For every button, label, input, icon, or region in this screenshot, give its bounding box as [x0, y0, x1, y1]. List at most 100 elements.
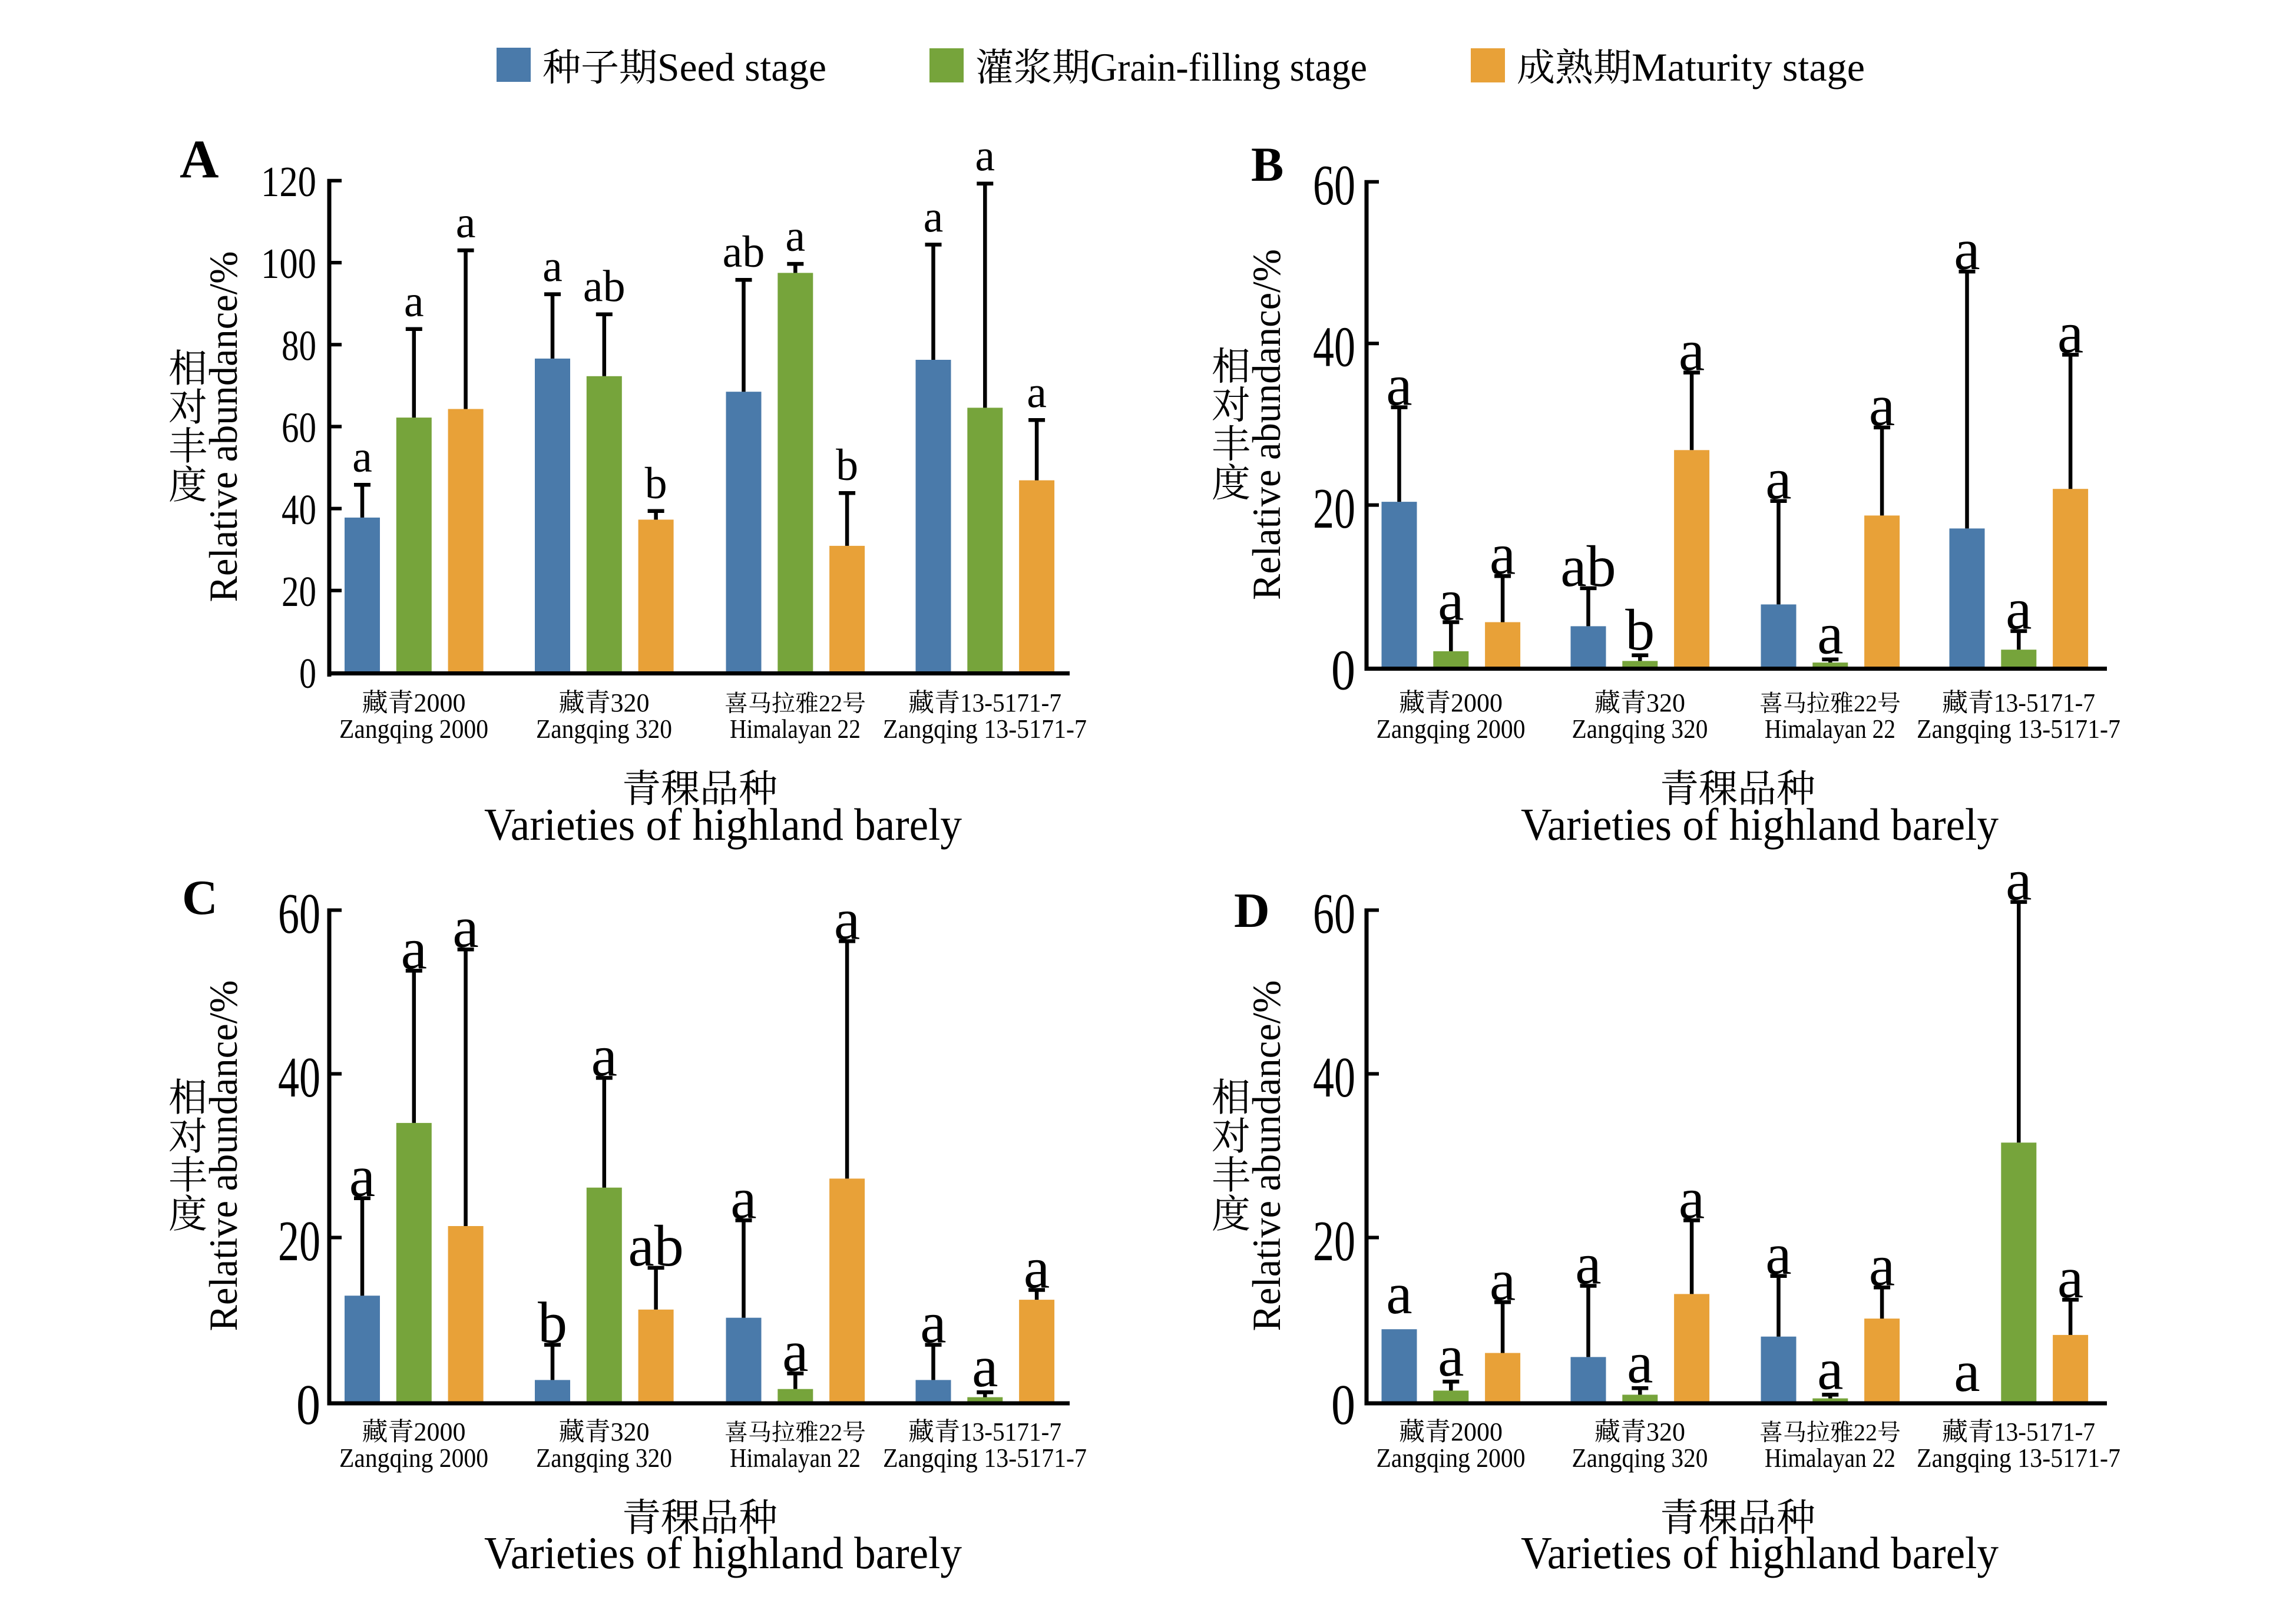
svg-text:40: 40	[282, 486, 316, 534]
svg-text:Zangqing 320: Zangqing 320	[1572, 714, 1708, 744]
svg-text:a: a	[452, 895, 478, 960]
svg-text:B: B	[1251, 137, 1283, 191]
svg-text:Zangqing 320: Zangqing 320	[536, 1443, 672, 1473]
svg-text:a: a	[352, 432, 372, 482]
svg-text:60: 60	[1313, 882, 1355, 946]
svg-text:a: a	[1575, 1231, 1601, 1297]
svg-text:a: a	[1817, 601, 1843, 667]
svg-text:a: a	[401, 916, 427, 981]
svg-text:22: 22	[1854, 690, 1877, 717]
svg-text:60: 60	[1313, 154, 1355, 217]
svg-text:Zangqing 2000: Zangqing 2000	[1377, 1443, 1526, 1473]
svg-text:Zangqing 2000: Zangqing 2000	[339, 714, 488, 744]
svg-text:2000: 2000	[1451, 688, 1503, 717]
svg-text:ab: ab	[723, 227, 765, 277]
svg-text:a: a	[1024, 1235, 1050, 1301]
svg-text:a: a	[404, 277, 424, 326]
svg-text:Maturity stage: Maturity stage	[1632, 45, 1865, 90]
svg-text:a: a	[785, 211, 805, 261]
svg-text:Relative abundance/%: Relative abundance/%	[1244, 249, 1289, 600]
svg-text:320: 320	[611, 688, 650, 717]
svg-text:Himalayan 22: Himalayan 22	[730, 1443, 861, 1473]
svg-text:a: a	[1386, 1261, 1412, 1326]
svg-text:13-5171-7: 13-5171-7	[1994, 1417, 2095, 1446]
svg-text:Himalayan 22: Himalayan 22	[1765, 714, 1895, 744]
svg-text:a: a	[1765, 1221, 1791, 1287]
svg-text:40: 40	[1313, 316, 1355, 379]
svg-text:Zangqing 320: Zangqing 320	[536, 714, 672, 744]
svg-text:Zangqing 13-5171-7: Zangqing 13-5171-7	[883, 1443, 1087, 1473]
svg-text:a: a	[456, 198, 476, 247]
svg-text:a: a	[730, 1165, 756, 1231]
svg-text:20: 20	[282, 568, 316, 615]
svg-text:a: a	[1679, 318, 1705, 383]
svg-text:a: a	[975, 131, 995, 181]
svg-text:320: 320	[611, 1417, 650, 1446]
svg-text:a: a	[1765, 446, 1791, 512]
svg-text:0: 0	[1331, 1373, 1355, 1437]
svg-text:Zangqing 13-5171-7: Zangqing 13-5171-7	[883, 714, 1087, 744]
svg-text:0: 0	[1331, 638, 1355, 702]
svg-text:Varieties of highland barely: Varieties of highland barely	[1521, 799, 1999, 850]
svg-text:a: a	[2057, 300, 2083, 365]
svg-text:a: a	[2006, 847, 2032, 913]
svg-text:ab: ab	[1560, 534, 1616, 599]
svg-text:A: A	[180, 129, 219, 189]
svg-text:13-5171-7: 13-5171-7	[1994, 688, 2095, 717]
svg-text:a: a	[1954, 217, 1980, 282]
svg-text:a: a	[349, 1144, 375, 1209]
svg-text:320: 320	[1646, 688, 1685, 717]
svg-text:a: a	[1627, 1330, 1653, 1395]
svg-text:Himalayan 22: Himalayan 22	[730, 714, 861, 744]
svg-text:a: a	[1490, 521, 1516, 587]
svg-text:a: a	[1869, 373, 1895, 438]
svg-text:a: a	[1438, 568, 1464, 633]
svg-text:a: a	[1869, 1233, 1895, 1298]
svg-text:a: a	[1490, 1247, 1516, 1313]
svg-text:22: 22	[819, 690, 842, 717]
svg-text:C: C	[182, 870, 218, 925]
svg-text:a: a	[591, 1023, 617, 1088]
svg-text:a: a	[1438, 1323, 1464, 1389]
svg-text:a: a	[1954, 1339, 1980, 1404]
svg-text:Himalayan 22: Himalayan 22	[1765, 1443, 1895, 1473]
svg-text:Zangqing 13-5171-7: Zangqing 13-5171-7	[1917, 1443, 2120, 1473]
svg-text:Grain-filling stage: Grain-filling stage	[1090, 45, 1367, 90]
svg-text:Relative abundance/%: Relative abundance/%	[1244, 980, 1289, 1331]
svg-text:b: b	[538, 1290, 567, 1356]
svg-text:60: 60	[278, 882, 320, 946]
svg-text:40: 40	[1313, 1046, 1355, 1109]
svg-text:a: a	[782, 1319, 808, 1384]
svg-text:b: b	[1625, 597, 1655, 662]
svg-text:Relative abundance/%: Relative abundance/%	[201, 980, 246, 1331]
svg-text:13-5171-7: 13-5171-7	[960, 688, 1061, 717]
svg-text:60: 60	[282, 404, 316, 452]
svg-text:a: a	[542, 242, 563, 291]
svg-text:Varieties of highland barely: Varieties of highland barely	[484, 1528, 962, 1578]
svg-text:b: b	[836, 440, 858, 490]
svg-text:20: 20	[1313, 1210, 1355, 1273]
svg-text:Zangqing 2000: Zangqing 2000	[339, 1443, 488, 1473]
svg-text:22: 22	[1854, 1419, 1877, 1446]
svg-text:a: a	[1386, 353, 1412, 418]
svg-text:20: 20	[278, 1210, 320, 1273]
svg-text:40: 40	[278, 1046, 320, 1109]
svg-text:a: a	[920, 1290, 946, 1356]
svg-text:0: 0	[299, 650, 316, 697]
svg-text:Seed stage: Seed stage	[657, 45, 826, 90]
svg-text:Relative abundance/%: Relative abundance/%	[201, 251, 246, 602]
svg-text:2000: 2000	[414, 688, 466, 717]
svg-text:13-5171-7: 13-5171-7	[960, 1417, 1061, 1446]
svg-text:100: 100	[261, 240, 316, 287]
svg-text:D: D	[1234, 883, 1270, 938]
svg-text:20: 20	[1313, 477, 1355, 541]
svg-text:a: a	[1817, 1336, 1843, 1402]
svg-text:b: b	[645, 459, 667, 508]
svg-text:22: 22	[819, 1419, 842, 1446]
svg-text:320: 320	[1646, 1417, 1685, 1446]
svg-text:a: a	[1027, 367, 1047, 417]
svg-text:a: a	[972, 1334, 998, 1399]
svg-text:ab: ab	[583, 262, 626, 312]
svg-text:a: a	[1679, 1165, 1705, 1231]
svg-text:ab: ab	[628, 1213, 683, 1278]
